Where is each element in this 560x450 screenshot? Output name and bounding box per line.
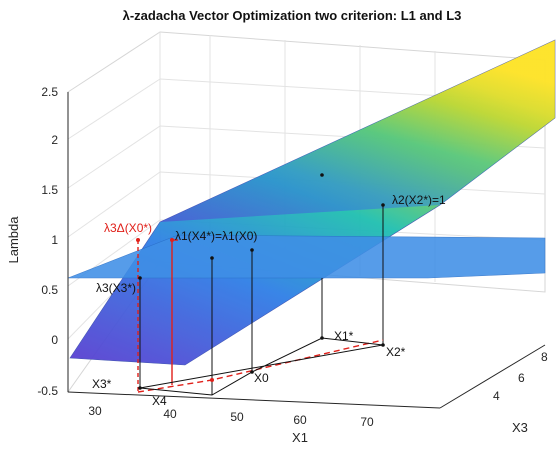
- x-tick: 40: [163, 407, 177, 421]
- z-tick: 0.5: [41, 283, 58, 297]
- x-tick: 60: [293, 413, 307, 427]
- annotation-lambda1: λ1(X4*)=λ1(X0): [175, 229, 257, 243]
- annotation-lambda2: λ2(X2*)=1: [392, 193, 446, 207]
- y-axis-label: X3: [512, 420, 528, 435]
- z-tick: -0.5: [37, 384, 58, 398]
- x-tick: 70: [360, 415, 374, 429]
- annotation-x0: X0: [254, 371, 269, 385]
- floor-lines: [139, 337, 384, 396]
- x-ticks: 30 40 50 60 70: [88, 404, 374, 429]
- annotation-x2-star: X2*: [386, 345, 406, 359]
- z-tick: 1: [51, 233, 58, 247]
- x-tick: 50: [230, 410, 244, 424]
- axes: [67, 92, 546, 409]
- z-tick: 2.5: [41, 85, 58, 99]
- annotation-lambda3: λ3(X3*): [96, 281, 136, 295]
- z-tick: 2: [51, 133, 58, 147]
- z-ticks: -0.5 0 0.5 1 1.5 2 2.5: [37, 85, 58, 398]
- z-tick: 1.5: [41, 183, 58, 197]
- x-tick: 30: [88, 404, 102, 418]
- y-tick: 6: [518, 371, 525, 385]
- annotation-lambda3-delta: λ3Δ(X0*): [104, 221, 152, 235]
- z-tick: 0: [51, 333, 58, 347]
- lambda-plane: [67, 234, 546, 279]
- annotation-x3-star: X3*: [92, 377, 112, 391]
- annotation-x4: X4: [152, 394, 167, 408]
- y-tick: 4: [493, 389, 500, 403]
- y-tick: 8: [541, 350, 548, 364]
- annotation-x1-star: X1*: [334, 329, 354, 343]
- y-ticks: 4 6 8: [493, 350, 548, 403]
- x-axis-label: X1: [292, 430, 308, 445]
- drop-lines: [139, 205, 384, 395]
- markers: [136, 173, 385, 390]
- chart-title: λ-zadacha Vector Optimization two criter…: [123, 8, 462, 23]
- z-axis-label: Lambda: [6, 216, 21, 264]
- lambda-surface: [69, 39, 556, 366]
